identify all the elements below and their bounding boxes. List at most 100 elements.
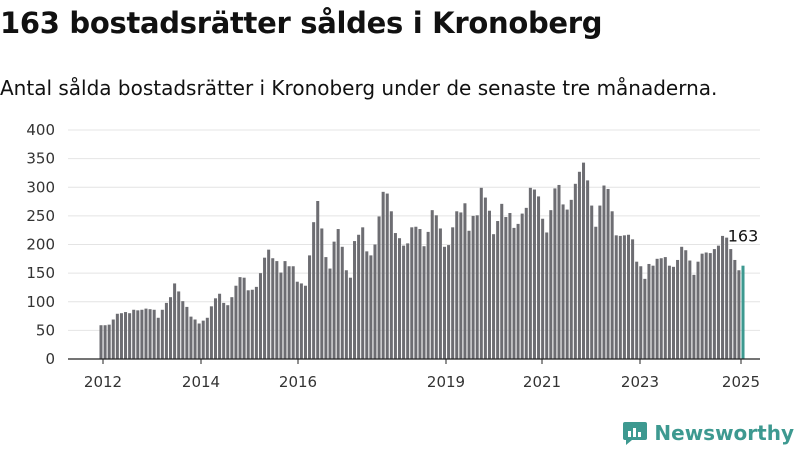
- bar: [459, 212, 463, 359]
- bar: [479, 187, 483, 359]
- bar: [107, 324, 111, 359]
- bar: [299, 283, 303, 359]
- bar: [418, 229, 422, 359]
- bar: [209, 306, 213, 359]
- bar: [696, 261, 700, 359]
- bar: [205, 317, 209, 359]
- bar: [173, 283, 177, 359]
- x-tick-label: 2019: [427, 373, 465, 391]
- bar: [324, 257, 328, 359]
- bar: [230, 297, 234, 359]
- bar: [606, 188, 610, 359]
- bar: [684, 250, 688, 359]
- x-tick-label: 2016: [279, 373, 317, 391]
- bar: [295, 281, 299, 359]
- bar: [582, 162, 586, 359]
- bar: [598, 205, 602, 359]
- y-tick-label: 100: [26, 293, 55, 311]
- bar: [614, 235, 618, 359]
- bar: [721, 235, 725, 359]
- bar: [451, 227, 455, 359]
- bar: [124, 312, 128, 359]
- bar: [475, 215, 479, 359]
- bar: [467, 230, 471, 359]
- bar: [406, 243, 410, 359]
- bar: [316, 200, 320, 359]
- bar: [557, 184, 561, 359]
- bar: [393, 233, 397, 359]
- y-tick-label: 200: [26, 236, 55, 254]
- bar: [328, 268, 332, 359]
- bar: [553, 188, 557, 359]
- bar: [500, 203, 504, 359]
- bar: [712, 249, 716, 359]
- bar: [197, 323, 201, 359]
- bar: [631, 239, 635, 359]
- bar: [320, 228, 324, 359]
- bar: [160, 309, 164, 359]
- bar: [169, 297, 173, 359]
- bar: [398, 238, 402, 359]
- bar: [287, 266, 291, 359]
- bar: [602, 185, 606, 359]
- bar: [136, 310, 140, 359]
- y-tick-label: 0: [45, 350, 55, 368]
- bar: [152, 309, 156, 359]
- bar: [537, 196, 541, 359]
- bar: [594, 226, 598, 359]
- brand: Newsworthy: [622, 420, 794, 446]
- x-tick-label: 2012: [84, 373, 122, 391]
- bar: [647, 263, 651, 359]
- bar: [250, 289, 254, 359]
- bar: [410, 227, 414, 359]
- bar: [692, 274, 696, 359]
- bar: [365, 251, 369, 359]
- bar: [263, 257, 267, 359]
- bar: [716, 245, 720, 359]
- x-tick-label: 2021: [523, 373, 561, 391]
- chart-subtitle: Antal sålda bostadsrätter i Kronoberg un…: [0, 76, 718, 100]
- bar: [336, 229, 340, 359]
- x-tick-label: 2023: [621, 373, 659, 391]
- bar: [516, 223, 520, 359]
- bar: [353, 241, 357, 359]
- bar: [267, 249, 271, 359]
- bar: [99, 325, 103, 359]
- bar: [279, 272, 283, 359]
- bar: [528, 187, 532, 359]
- bar: [119, 313, 123, 359]
- bar: [565, 209, 569, 359]
- bar: [708, 253, 712, 359]
- bar: [532, 189, 536, 359]
- bar: [729, 249, 733, 359]
- bar: [573, 183, 577, 359]
- bar: [164, 302, 168, 359]
- bar: [561, 204, 565, 359]
- bar: [218, 293, 222, 359]
- bar: [483, 197, 487, 359]
- bar: [156, 317, 160, 359]
- bar: [520, 213, 524, 359]
- bar: [545, 232, 549, 359]
- chart-title: 163 bostadsrätter såldes i Kronoberg: [0, 6, 603, 40]
- bar: [577, 171, 581, 359]
- bar: [659, 258, 663, 359]
- bar: [725, 237, 729, 359]
- bar: [655, 258, 659, 359]
- bar: [201, 320, 205, 359]
- bar: [177, 291, 181, 359]
- bar: [737, 270, 741, 359]
- bar: [361, 227, 365, 359]
- bar: [115, 313, 119, 359]
- y-tick-label: 150: [26, 264, 55, 282]
- bar: [438, 228, 442, 359]
- bar: [414, 226, 418, 359]
- bar: [471, 215, 475, 360]
- brand-name: Newsworthy: [654, 421, 794, 445]
- bar: [111, 319, 115, 359]
- bar: [626, 234, 631, 359]
- bar: [569, 199, 573, 359]
- bar: [303, 285, 307, 359]
- bar: [369, 255, 373, 359]
- bar: [680, 246, 684, 359]
